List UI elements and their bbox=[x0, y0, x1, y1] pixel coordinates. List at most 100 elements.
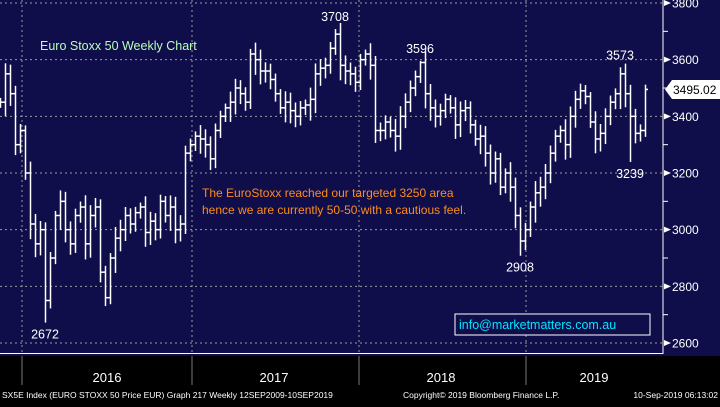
price-bar bbox=[403, 93, 408, 129]
note-line-1: The EuroStoxx reached our targeted 3250 … bbox=[202, 186, 454, 200]
annotation-label: 2672 bbox=[31, 328, 59, 342]
price-bar bbox=[563, 119, 568, 160]
price-bar bbox=[323, 57, 328, 79]
price-bar bbox=[463, 100, 468, 122]
price-bar bbox=[543, 163, 548, 200]
price-bar bbox=[213, 123, 218, 169]
price-bar bbox=[248, 48, 253, 109]
price-bar bbox=[328, 42, 333, 74]
y-tick-marker bbox=[664, 283, 671, 290]
y-tick-label: 3800 bbox=[672, 0, 699, 11]
price-bar bbox=[613, 88, 618, 110]
price-bar bbox=[68, 221, 73, 255]
note-line-2: hence we are currently 50-50 with a caut… bbox=[202, 203, 466, 217]
annotation-label: 2908 bbox=[506, 261, 534, 275]
price-bar bbox=[98, 199, 103, 283]
price-bar bbox=[453, 97, 458, 139]
price-bar bbox=[298, 101, 303, 126]
price-bar bbox=[468, 101, 473, 134]
price-bar bbox=[288, 92, 293, 124]
price-bar bbox=[78, 201, 83, 223]
price-bar bbox=[148, 211, 153, 245]
x-tick-label: 2018 bbox=[427, 370, 456, 385]
price-bar bbox=[623, 63, 628, 108]
price-bar bbox=[128, 208, 133, 234]
price-bar bbox=[433, 99, 438, 128]
price-bar bbox=[368, 43, 373, 80]
price-bar bbox=[388, 116, 393, 138]
price-bar bbox=[533, 181, 538, 223]
price-bar bbox=[218, 110, 223, 138]
price-bar bbox=[333, 29, 338, 55]
price-bar bbox=[313, 63, 318, 114]
price-bar bbox=[378, 122, 383, 142]
price-bar bbox=[238, 80, 243, 105]
price-bar bbox=[558, 125, 563, 143]
price-bar bbox=[553, 129, 558, 162]
last-price-tag: 3495.02 bbox=[665, 80, 720, 99]
price-bar bbox=[493, 151, 498, 183]
price-bar bbox=[48, 252, 53, 309]
price-bar bbox=[643, 84, 648, 137]
price-bar bbox=[88, 205, 93, 258]
price-bar bbox=[123, 207, 128, 241]
price-bar bbox=[398, 106, 403, 150]
x-tick-label: 2019 bbox=[580, 370, 609, 385]
price-bar bbox=[348, 62, 353, 86]
price-bar bbox=[73, 208, 78, 253]
price-bar bbox=[33, 213, 38, 258]
price-bar bbox=[308, 87, 313, 121]
y-tick-marker bbox=[664, 340, 671, 346]
price-bar bbox=[293, 102, 298, 128]
price-bar bbox=[243, 87, 248, 111]
annotation-label: 3596 bbox=[406, 42, 434, 56]
price-bar bbox=[418, 60, 423, 84]
price-bar bbox=[303, 99, 308, 116]
price-bar bbox=[198, 125, 203, 154]
price-bar bbox=[173, 196, 178, 244]
price-bar bbox=[163, 196, 168, 223]
x-tick-label: 2016 bbox=[93, 370, 122, 385]
price-bar bbox=[633, 108, 638, 144]
price-bars bbox=[0, 22, 648, 323]
price-bar bbox=[573, 90, 578, 128]
plot-background bbox=[0, 0, 663, 356]
price-bar bbox=[383, 115, 388, 140]
y-tick-marker bbox=[664, 113, 671, 120]
price-bar bbox=[548, 145, 553, 184]
y-tick-label: 2600 bbox=[672, 337, 699, 351]
y-tick-marker bbox=[664, 56, 671, 63]
annotations: 2672 3708 3596 2908 3573 3239 bbox=[31, 10, 644, 342]
price-bar bbox=[428, 83, 433, 121]
price-bar bbox=[143, 196, 148, 247]
footer-copyright: Copyright© 2019 Bloomberg Finance L.P. bbox=[403, 390, 559, 400]
price-bar bbox=[93, 197, 98, 228]
price-bar bbox=[528, 201, 533, 237]
price-bar bbox=[448, 95, 453, 114]
footer-security: SX5E Index (EURO STOXX 50 Price EUR) Gra… bbox=[2, 390, 333, 400]
price-bar bbox=[158, 194, 163, 239]
price-bar bbox=[203, 129, 208, 158]
price-bar bbox=[108, 253, 113, 305]
price-bar bbox=[408, 80, 413, 113]
price-bar bbox=[278, 89, 283, 114]
price-bar bbox=[363, 49, 368, 66]
y-tick-label: 3400 bbox=[672, 110, 699, 124]
price-bar bbox=[568, 106, 573, 158]
price-bar bbox=[23, 125, 28, 180]
contact-email[interactable]: info@marketmatters.com.au bbox=[459, 318, 616, 332]
x-axis: 2016 2017 2018 2019 bbox=[21, 356, 609, 385]
price-bar bbox=[618, 67, 623, 110]
price-bar bbox=[268, 63, 273, 90]
price-bar bbox=[53, 210, 58, 265]
price-bar bbox=[178, 215, 183, 242]
price-bar bbox=[518, 207, 523, 256]
price-bar bbox=[353, 66, 358, 92]
y-axis: 2600 2800 3000 3200 3400 3600 3800 bbox=[663, 0, 699, 351]
price-bar bbox=[8, 64, 13, 106]
price-bar bbox=[338, 22, 343, 81]
price-bar bbox=[473, 119, 478, 146]
price-bar bbox=[458, 101, 463, 138]
price-bar bbox=[603, 108, 608, 144]
price-bar bbox=[63, 191, 68, 243]
